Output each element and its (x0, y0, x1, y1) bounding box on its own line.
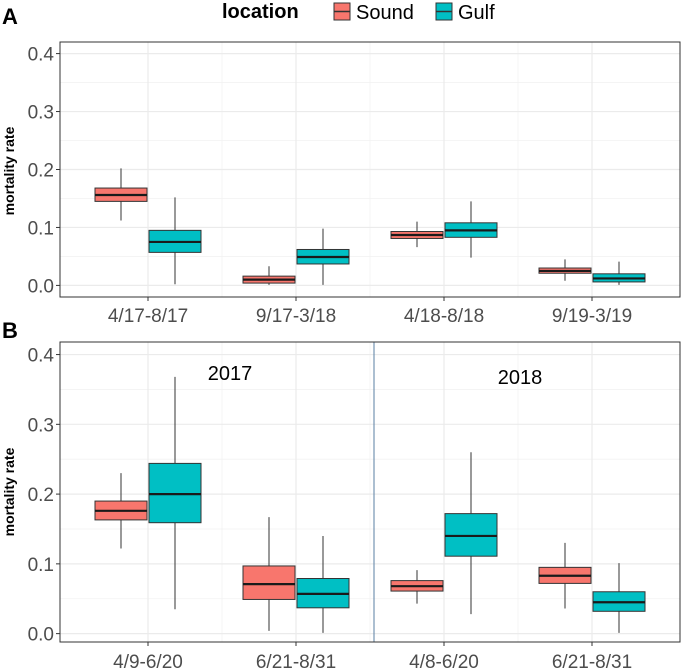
box-sound-0 (94, 473, 148, 549)
panel-b-annotation-2018: 2018 (498, 367, 543, 389)
panel-a-xtick-label: 9/19-3/19 (552, 306, 632, 327)
panel-b-ylabel: mortality rate (1, 447, 17, 536)
box-sound-0 (94, 168, 148, 221)
legend-label-sound: Sound (356, 2, 414, 24)
legend-title: location (222, 1, 299, 23)
panel-a-ytick-label: 0.0 (28, 276, 54, 297)
box-gulf-0 (148, 197, 202, 285)
box-sound-3 (538, 542, 592, 609)
panel-b-ytick-label: 0.0 (28, 625, 54, 646)
box-sound-1 (242, 266, 296, 285)
panel-a-label: A (2, 4, 18, 29)
panel-b-xtick-label: 6/21-8/31 (552, 652, 632, 672)
panel-a-xtick-label: 9/17-3/18 (256, 306, 336, 327)
panel-a-ylabel: mortality rate (1, 126, 17, 215)
panel-a-xtick-label: 4/18-8/18 (404, 306, 484, 327)
panel-b-xtick-label: 4/9-6/20 (113, 652, 183, 672)
panel-b-ytick-label: 0.4 (28, 346, 55, 367)
box-gulf-1 (296, 535, 350, 633)
panel-b: mortality rate 0.0 0.1 0.2 0.3 0.4 2017 2018 4/… (1, 341, 681, 672)
legend: location Sound Gulf (222, 1, 495, 24)
panel-b-xtick-label: 4/8-6/20 (409, 652, 479, 672)
box-sound-1 (242, 517, 296, 631)
legend-key-gulf (435, 2, 453, 21)
legend-key-sound (333, 2, 351, 21)
panel-a: mortality rate 0.0 0.1 0.2 0.3 0.4 4/17-8/17 9… (1, 41, 681, 327)
panel-a-ytick-label: 0.4 (28, 45, 55, 66)
panel-b-ytick-label: 0.1 (28, 555, 54, 576)
panel-a-border (59, 41, 681, 298)
panel-b-xtick-label: 6/21-8/31 (256, 652, 336, 672)
box-sound-2 (390, 570, 444, 604)
box-gulf-3 (592, 261, 646, 285)
box-gulf-1 (296, 228, 350, 285)
box-body (242, 565, 296, 600)
panel-b-label: B (2, 318, 18, 343)
panel-a-ytick-label: 0.1 (28, 218, 54, 239)
panel-a-ytick-label: 0.3 (28, 103, 54, 124)
box-gulf-2 (444, 201, 498, 258)
panel-a-xtick-label: 4/17-8/17 (108, 306, 188, 327)
panel-b-border (59, 341, 681, 643)
box-gulf-3 (592, 563, 646, 633)
legend-label-gulf: Gulf (458, 2, 495, 24)
box-sound-3 (538, 259, 592, 281)
box-gulf-2 (444, 452, 498, 615)
panel-b-annotation-2017: 2017 (208, 363, 253, 385)
panel-a-ytick-label: 0.2 (28, 161, 54, 182)
box-sound-2 (390, 221, 444, 248)
panel-b-ytick-label: 0.3 (28, 415, 54, 436)
box-gulf-0 (148, 376, 202, 610)
panel-b-ytick-label: 0.2 (28, 485, 54, 506)
